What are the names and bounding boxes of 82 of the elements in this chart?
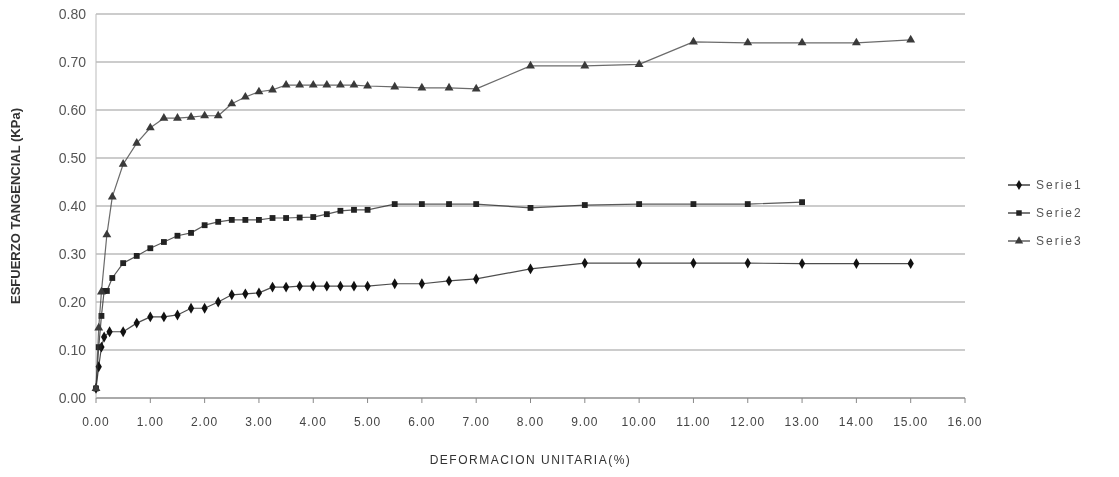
y-tick-label: 0.40	[58, 198, 87, 214]
x-tick-label: 8.00	[516, 415, 545, 429]
point	[256, 217, 262, 223]
point	[188, 229, 194, 236]
legend-label: Serie1	[1036, 178, 1083, 192]
point	[335, 79, 345, 88]
x-tick-label: 15.00	[893, 415, 929, 429]
point	[213, 110, 223, 119]
point	[308, 79, 318, 88]
point	[418, 201, 425, 207]
point	[102, 229, 112, 238]
y-tick-label: 0.60	[58, 102, 87, 118]
point	[743, 37, 753, 46]
y-tick-label: 0.00	[58, 390, 87, 406]
point	[799, 199, 805, 206]
x-tick-label: 11.00	[676, 415, 711, 429]
point	[446, 201, 452, 207]
point	[215, 218, 222, 225]
point	[390, 81, 400, 90]
point	[242, 217, 249, 223]
point	[851, 37, 861, 46]
point	[118, 159, 128, 167]
point	[173, 113, 182, 121]
y-tick-label: 0.10	[58, 342, 87, 358]
y-axis-title: ESFUERZO TANGENCIAL (KPa)	[8, 108, 23, 304]
point	[283, 215, 290, 221]
point	[159, 113, 169, 121]
y-tick-label: 0.80	[58, 6, 87, 22]
point	[147, 245, 154, 252]
point	[322, 79, 332, 88]
point	[351, 206, 357, 213]
x-tick-label: 4.00	[299, 415, 327, 429]
y-tick-label: 0.30	[58, 246, 87, 262]
point	[349, 79, 359, 88]
point	[145, 122, 155, 131]
x-tick-label: 6.00	[408, 415, 436, 429]
y-tick-label: 0.20	[58, 294, 87, 310]
point	[580, 60, 590, 69]
point	[200, 110, 210, 119]
point	[186, 112, 196, 120]
x-tick-label: 1.00	[136, 415, 164, 429]
x-tick-label: 3.00	[245, 415, 273, 429]
legend-label: Serie2	[1036, 206, 1083, 220]
point	[254, 86, 264, 95]
point	[133, 253, 140, 259]
point	[109, 275, 116, 281]
point	[473, 201, 480, 207]
point	[636, 201, 643, 207]
point	[744, 201, 751, 207]
x-tick-label: 5.00	[353, 415, 382, 429]
point	[240, 91, 250, 100]
point	[363, 80, 372, 89]
point	[310, 214, 317, 220]
x-tick-label: 7.00	[462, 415, 490, 429]
x-axis-title: DEFORMACION UNITARIA(%)	[429, 453, 632, 467]
x-tick-label: 2.00	[190, 415, 219, 429]
point	[120, 260, 127, 267]
x-tick-label: 9.00	[571, 415, 599, 429]
point	[228, 217, 235, 223]
point	[323, 211, 330, 218]
legend-label: Serie3	[1036, 234, 1083, 248]
x-tick-label: 16.00	[947, 415, 983, 429]
point	[391, 201, 398, 207]
point	[227, 98, 237, 107]
x-tick-label: 14.00	[838, 415, 874, 429]
point	[268, 84, 277, 93]
point	[160, 239, 167, 245]
point	[337, 207, 344, 214]
y-tick-label: 0.70	[58, 54, 87, 70]
point	[526, 60, 535, 69]
point	[581, 202, 588, 208]
y-tick-label: 0.50	[58, 150, 87, 166]
point	[201, 222, 208, 229]
x-tick-label: 10.00	[621, 415, 657, 429]
point	[281, 79, 291, 88]
point	[634, 59, 644, 67]
point	[295, 79, 305, 88]
point	[797, 37, 807, 46]
x-tick-label: 12.00	[730, 415, 766, 429]
point	[132, 138, 142, 146]
x-tick-label: 13.00	[784, 415, 820, 429]
x-tick-label: 0.00	[82, 415, 110, 429]
